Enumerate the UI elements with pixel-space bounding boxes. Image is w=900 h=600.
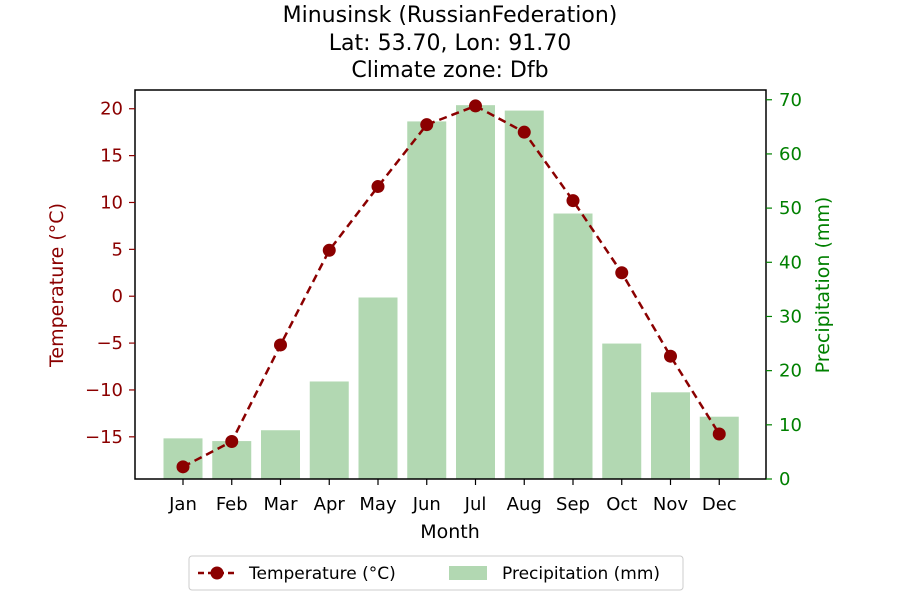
precip-bar-jun [407,121,447,479]
precip-bar-oct [602,343,642,479]
precipitation-bars [163,105,739,480]
chart-title-line-2: Lat: 53.70, Lon: 91.70 [329,31,571,56]
temperature-axis-ticks: 20 15 10 5 0 −5 −10 −15 [85,99,135,448]
temp-point-jul [469,99,482,113]
month-tick-label: Jun [412,494,441,515]
legend: Temperature (°C) Precipitation (mm) [188,555,684,591]
precip-tick-label: 20 [779,361,802,382]
precipitation-axis-ticks: 0 10 20 30 40 50 60 70 [766,90,802,490]
month-tick-label: Oct [606,494,637,515]
temp-tick-label: 0 [112,286,123,307]
temperature-line [182,104,721,468]
month-tick-label: Aug [507,494,542,515]
temp-point-feb [225,435,239,449]
month-tick-label: Feb [216,494,248,515]
temperature-axis-label: Temperature (°C) [46,203,68,368]
chart-title-line-1: Minusinsk (RussianFederation) [283,3,618,28]
precip-tick-label: 50 [779,198,802,219]
legend-temperature-label: Temperature (°C) [248,564,396,584]
temp-tick-label: −15 [85,427,123,448]
precip-tick-label: 40 [779,252,802,273]
precip-bar-sep [553,213,593,479]
month-tick-label: Dec [702,494,737,515]
precip-bar-apr [309,381,349,479]
temp-point-oct [615,266,629,280]
temp-point-mar [274,338,287,352]
precipitation-axis-label: Precipitation (mm) [812,197,834,374]
plot-frame [134,89,767,480]
month-tick-label: Jul [464,494,487,515]
temp-point-dec [712,427,726,441]
x-axis-label: Month [420,521,480,543]
month-tick-label: Apr [314,494,346,515]
legend-precipitation-label: Precipitation (mm) [502,564,660,584]
axes [134,89,767,480]
legend-precipitation-swatch-icon [449,566,487,580]
temp-point-aug [517,125,531,139]
precip-tick-label: 60 [779,144,802,165]
precip-bar-aug [504,110,544,480]
temp-point-apr [322,243,336,257]
temp-point-jun [420,118,434,132]
precip-tick-label: 70 [779,90,802,111]
month-tick-label: Sep [556,494,590,515]
temp-tick-label: 10 [100,192,123,213]
legend-temperature-marker-icon [210,566,224,580]
precip-bar-may [358,297,398,479]
precip-tick-label: 30 [779,306,802,327]
temp-tick-label: −10 [85,380,123,401]
precip-bar-jul [456,105,495,479]
temp-point-sep [566,194,580,208]
temp-tick-label: 5 [112,239,123,260]
temp-tick-label: 15 [100,146,123,167]
precip-bar-dec [699,416,739,479]
precip-bar-nov [651,392,690,479]
temp-point-nov [664,349,677,363]
month-tick-label: Mar [264,494,299,515]
temp-point-jan [176,460,190,474]
temperature-series [176,99,726,474]
month-tick-label: Jan [168,494,197,515]
month-tick-label: Nov [653,494,688,515]
temp-tick-label: 20 [100,99,123,120]
precip-tick-label: 0 [779,469,790,490]
chart-title-line-3: Climate zone: Dfb [351,58,548,83]
legend-frame [188,555,684,591]
temp-tick-label: −5 [96,333,123,354]
precip-tick-label: 10 [779,415,802,436]
temp-point-may [371,180,385,194]
precip-bar-mar [261,430,300,479]
month-axis-ticks: Jan Feb Mar Apr May Jun Jul Aug Sep Oct Nov Dec [168,479,737,515]
month-tick-label: May [359,494,397,515]
